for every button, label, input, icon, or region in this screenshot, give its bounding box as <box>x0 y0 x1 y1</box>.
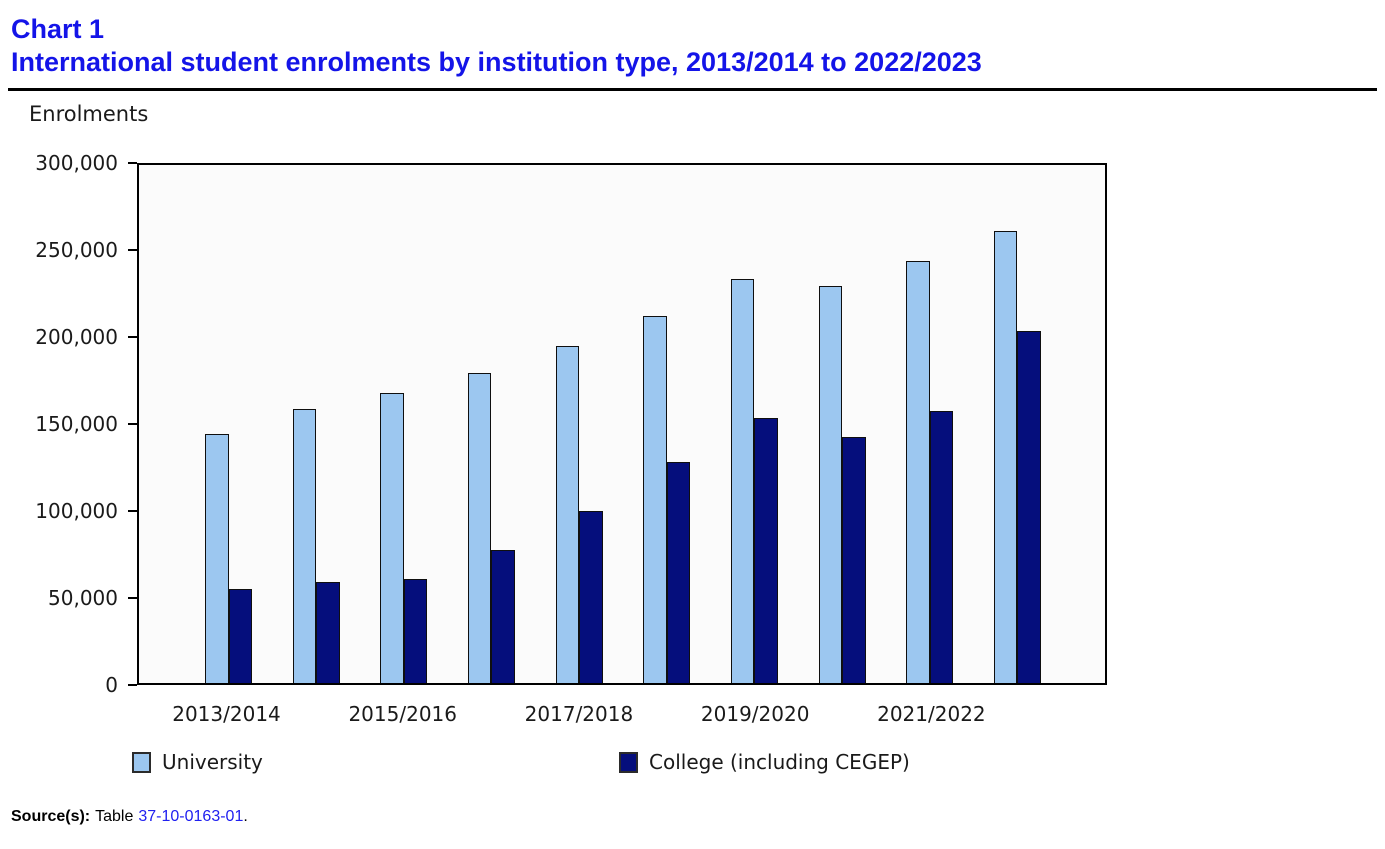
bar-university-2021-2022 <box>906 261 930 683</box>
y-tick-mark <box>128 423 137 425</box>
x-axis-labels: 2013/2014 2015/2016 2017/2018 2019/2020 2021… <box>137 702 1107 728</box>
chart-number: Chart 1 <box>11 14 105 44</box>
legend-swatch-college <box>619 751 638 773</box>
x-slot-2020-2021 <box>820 702 867 728</box>
source-table-word: Table <box>95 808 134 825</box>
bar-group-2021-2022 <box>906 165 954 683</box>
source-suffix: . <box>243 808 248 825</box>
x-tick-label-2019-2020: 2019/2020 <box>700 702 810 726</box>
plot-area <box>137 163 1107 685</box>
y-tick-label-250-000: 250,000 <box>35 238 118 262</box>
bar-college-2019-2020 <box>754 418 778 683</box>
bar-college-2013-2014 <box>228 588 252 683</box>
bar-group-2013-2014 <box>205 165 252 683</box>
bar-college-2022-2023 <box>1017 330 1041 683</box>
y-tick-mark <box>128 336 137 338</box>
y-tick-mark <box>128 249 137 251</box>
title-divider <box>8 88 1377 91</box>
y-tick-mark <box>128 597 137 599</box>
legend-item-university: University <box>132 750 263 774</box>
x-slot-2022-2023 <box>996 702 1043 728</box>
source-label: Source(s): <box>11 808 91 825</box>
legend-label-college: College (including CEGEP) <box>649 750 910 774</box>
x-slot-2016-2017 <box>467 702 514 728</box>
legend-label-university: University <box>162 750 263 774</box>
bar-group-2015-2016 <box>380 165 428 683</box>
source-line: Source(s): Table 37-10-0163-01. <box>11 808 248 826</box>
bar-university-2014-2015 <box>292 409 317 683</box>
bar-university-2016-2017 <box>467 373 492 683</box>
chart-title: International student enrolments by inst… <box>11 47 982 77</box>
bar-university-2017-2018 <box>555 345 580 683</box>
x-slot-2013-2014: 2013/2014 <box>172 702 281 728</box>
bar-group-2017-2018 <box>555 165 603 683</box>
bar-college-2017-2018 <box>579 511 603 683</box>
bar-university-2020-2021 <box>818 286 843 683</box>
legend-swatch-university <box>132 751 151 773</box>
x-tick-label-2021-2022: 2021/2022 <box>877 702 986 726</box>
bar-group-2014-2015 <box>292 165 340 683</box>
y-tick-label-100-000: 100,000 <box>35 499 118 523</box>
bar-group-2019-2020 <box>730 165 778 683</box>
y-axis-title: Enrolments <box>29 102 149 126</box>
bar-college-2014-2015 <box>316 581 340 683</box>
x-slot-2018-2019 <box>644 702 691 728</box>
y-tick-mark <box>128 684 137 686</box>
bar-college-2020-2021 <box>842 436 866 683</box>
bar-college-2021-2022 <box>929 411 954 683</box>
source-table-link[interactable]: 37-10-0163-01 <box>138 808 244 825</box>
y-tick-label-300-000: 300,000 <box>35 151 118 175</box>
legend-item-college: College (including CEGEP) <box>619 750 910 774</box>
bar-university-2022-2023 <box>993 231 1018 683</box>
bar-university-2018-2019 <box>643 315 667 683</box>
bar-university-2015-2016 <box>380 393 404 683</box>
x-slot-2019-2020: 2019/2020 <box>701 702 810 728</box>
bar-group-2018-2019 <box>643 165 691 683</box>
y-tick-mark <box>128 162 137 164</box>
chart-header: Chart 1 International student enrolments… <box>11 13 982 79</box>
y-tick-label-200-000: 200,000 <box>35 325 118 349</box>
bar-college-2018-2019 <box>666 461 691 683</box>
legend: University College (including CEGEP) <box>0 750 1385 780</box>
x-tick-label-2017-2018: 2017/2018 <box>524 702 634 726</box>
y-tick-label-150-000: 150,000 <box>35 412 118 436</box>
bar-group-2022-2023 <box>993 165 1041 683</box>
bar-university-2013-2014 <box>205 433 229 683</box>
x-slot-2015-2016: 2015/2016 <box>348 702 457 728</box>
y-tick-mark <box>128 510 137 512</box>
bar-college-2016-2017 <box>491 550 515 683</box>
y-tick-label-50-000: 50,000 <box>48 586 118 610</box>
x-tick-label-2013-2014: 2013/2014 <box>172 702 281 726</box>
x-slot-2017-2018: 2017/2018 <box>525 702 634 728</box>
x-slot-2021-2022: 2021/2022 <box>877 702 986 728</box>
x-tick-label-2015-2016: 2015/2016 <box>348 702 457 726</box>
bar-university-2019-2020 <box>730 279 755 683</box>
bar-group-2016-2017 <box>467 165 515 683</box>
bar-group-2020-2021 <box>818 165 866 683</box>
bar-college-2015-2016 <box>403 578 428 683</box>
y-tick-label-0: 0 <box>105 673 118 697</box>
x-slot-2014-2015 <box>291 702 338 728</box>
